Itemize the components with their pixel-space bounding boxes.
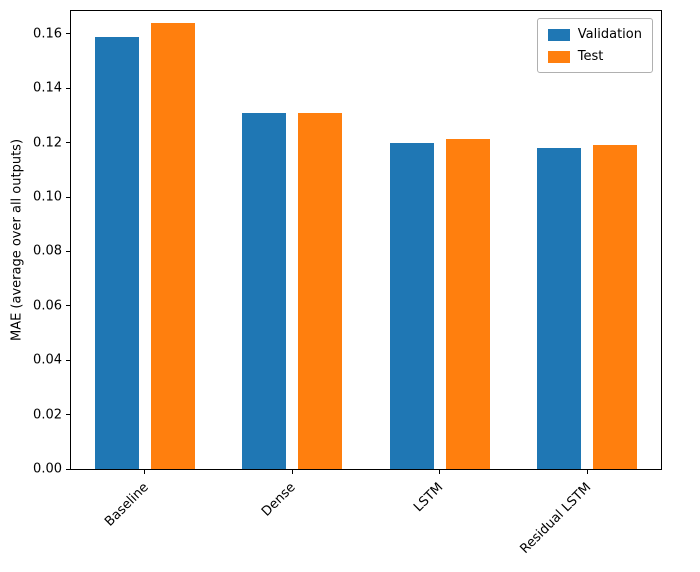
legend-entry: Validation	[547, 27, 642, 42]
bar-test-baseline	[150, 22, 195, 469]
y-tick-mark	[66, 468, 70, 470]
y-tick-mark	[66, 414, 70, 416]
y-tick-mark	[66, 87, 70, 89]
bar-validation-dense	[242, 112, 287, 469]
bar-validation-residual-lstm	[537, 148, 582, 469]
y-tick-label: 0.00	[33, 461, 62, 477]
y-tick-mark	[66, 250, 70, 252]
y-tick-mark	[66, 33, 70, 35]
y-tick-label: 0.16	[33, 26, 62, 42]
bar-test-residual-lstm	[593, 145, 638, 469]
plot-area: Validation Test	[70, 10, 662, 470]
x-tick-label: LSTM	[411, 480, 447, 516]
x-tick-mark	[439, 470, 441, 474]
y-tick-mark	[66, 196, 70, 198]
y-axis-label: MAE (average over all outputs)	[9, 138, 25, 342]
y-tick-label: 0.06	[33, 298, 62, 314]
x-tick-mark	[586, 470, 588, 474]
legend-swatch-validation	[547, 28, 570, 41]
x-tick-label: Residual LSTM	[517, 480, 594, 557]
x-tick-mark	[291, 470, 293, 474]
bar-test-lstm	[445, 138, 490, 469]
y-tick-mark	[66, 359, 70, 361]
y-tick-label: 0.02	[33, 407, 62, 423]
legend-swatch-test	[547, 50, 570, 63]
y-tick-label: 0.12	[33, 135, 62, 151]
bar-validation-baseline	[94, 36, 139, 469]
y-tick-mark	[66, 305, 70, 307]
x-tick-label: Dense	[259, 480, 299, 520]
legend-label: Test	[577, 49, 604, 64]
x-tick-label: Baseline	[101, 480, 152, 530]
y-tick-label: 0.10	[33, 189, 62, 205]
legend-entry: Test	[547, 49, 642, 64]
legend-label: Validation	[577, 27, 642, 42]
y-tick-label: 0.08	[33, 243, 62, 259]
y-tick-label: 0.14	[33, 80, 62, 96]
x-tick-mark	[144, 470, 146, 474]
bar-test-dense	[298, 112, 343, 469]
y-tick-label: 0.04	[33, 352, 62, 368]
bar-validation-lstm	[389, 142, 434, 469]
y-tick-mark	[66, 142, 70, 144]
legend: Validation Test	[536, 18, 653, 73]
